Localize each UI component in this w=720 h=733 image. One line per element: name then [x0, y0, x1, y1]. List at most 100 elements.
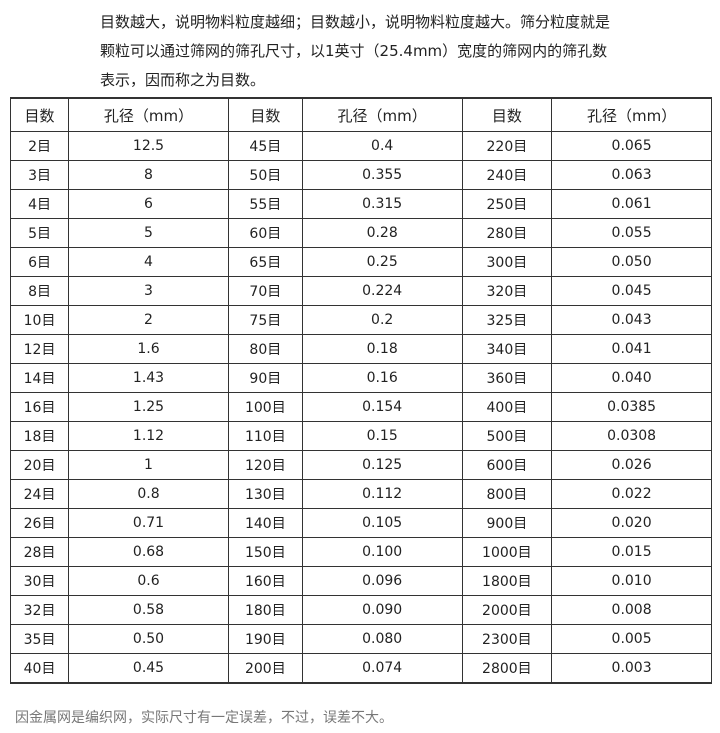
mesh-cell: 200目 [227, 653, 303, 684]
aperture-cell: 0.022 [551, 479, 712, 509]
table-row: 14目 1.43 90目 0.16 360目 0.040 [9, 363, 712, 393]
intro-line: 颗粒可以通过筛网的筛孔尺寸，以1英寸（25.4mm）宽度的筛网内的筛孔数 [100, 42, 608, 60]
aperture-cell: 1.12 [68, 421, 229, 451]
aperture-cell: 0.0308 [551, 421, 712, 451]
mesh-cell: 250目 [461, 189, 553, 219]
header-aperture: 孔径（mm） [68, 97, 229, 132]
mesh-cell: 180目 [227, 595, 303, 625]
mesh-cell: 16目 [9, 392, 70, 422]
aperture-cell: 0.6 [68, 566, 229, 596]
aperture-cell: 0.154 [301, 392, 463, 422]
mesh-cell: 400目 [461, 392, 553, 422]
aperture-cell: 3 [68, 276, 229, 306]
aperture-cell: 1.6 [68, 334, 229, 364]
aperture-cell: 0.8 [68, 479, 229, 509]
table-row: 5目 5 60目 0.28 280目 0.055 [9, 218, 712, 248]
aperture-cell: 0.040 [551, 363, 712, 393]
mesh-cell: 325目 [461, 305, 553, 335]
mesh-cell: 24目 [9, 479, 70, 509]
mesh-cell: 18目 [9, 421, 70, 451]
mesh-cell: 280目 [461, 218, 553, 248]
table-row: 12目 1.6 80目 0.18 340目 0.041 [9, 334, 712, 364]
aperture-cell: 0.063 [551, 160, 712, 190]
mesh-cell: 120目 [227, 450, 303, 480]
mesh-cell: 32目 [9, 595, 70, 625]
aperture-cell: 0.0385 [551, 392, 712, 422]
header-mesh: 目数 [227, 97, 303, 132]
mesh-cell: 600目 [461, 450, 553, 480]
aperture-cell: 0.045 [551, 276, 712, 306]
aperture-cell: 0.090 [301, 595, 463, 625]
mesh-cell: 80目 [227, 334, 303, 364]
aperture-cell: 0.010 [551, 566, 712, 596]
aperture-cell: 0.125 [301, 450, 463, 480]
mesh-cell: 150目 [227, 537, 303, 567]
mesh-cell: 90目 [227, 363, 303, 393]
mesh-cell: 4目 [9, 189, 70, 219]
header-mesh: 目数 [461, 97, 553, 132]
aperture-cell: 0.68 [68, 537, 229, 567]
intro-paragraph: 目数越大，说明物料粒度越细；目数越小，说明物料粒度越大。筛分粒度就是 颗粒可以通… [100, 8, 700, 95]
table-row: 20目 1 120目 0.125 600目 0.026 [9, 450, 712, 480]
aperture-cell: 0.061 [551, 189, 712, 219]
intro-line: 表示，因而称之为目数。 [100, 71, 266, 89]
mesh-cell: 14目 [9, 363, 70, 393]
intro-line: 目数越大，说明物料粒度越细；目数越小，说明物料粒度越大。筛分粒度就是 [100, 13, 611, 31]
header-mesh: 目数 [9, 97, 70, 132]
aperture-cell: 1 [68, 450, 229, 480]
aperture-cell: 0.71 [68, 508, 229, 538]
aperture-cell: 0.105 [301, 508, 463, 538]
mesh-cell: 10目 [9, 305, 70, 335]
aperture-cell: 0.58 [68, 595, 229, 625]
aperture-cell: 0.096 [301, 566, 463, 596]
table-row: 2目 12.5 45目 0.4 220目 0.065 [9, 131, 712, 161]
aperture-cell: 0.224 [301, 276, 463, 306]
aperture-cell: 0.043 [551, 305, 712, 335]
mesh-cell: 300目 [461, 247, 553, 277]
table-row: 26目 0.71 140目 0.105 900目 0.020 [9, 508, 712, 538]
table-row: 4目 6 55目 0.315 250目 0.061 [9, 189, 712, 219]
table-row: 3目 8 50目 0.355 240目 0.063 [9, 160, 712, 190]
aperture-cell: 0.16 [301, 363, 463, 393]
mesh-cell: 160目 [227, 566, 303, 596]
mesh-cell: 220目 [461, 131, 553, 161]
aperture-cell: 0.005 [551, 624, 712, 654]
mesh-cell: 5目 [9, 218, 70, 248]
mesh-cell: 2800目 [461, 653, 553, 684]
aperture-cell: 0.050 [551, 247, 712, 277]
aperture-cell: 0.055 [551, 218, 712, 248]
aperture-cell: 1.25 [68, 392, 229, 422]
mesh-cell: 140目 [227, 508, 303, 538]
table-row: 32目 0.58 180目 0.090 2000目 0.008 [9, 595, 712, 625]
aperture-cell: 0.015 [551, 537, 712, 567]
table-row: 35目 0.50 190目 0.080 2300目 0.005 [9, 624, 712, 654]
header-aperture: 孔径（mm） [301, 97, 463, 132]
mesh-cell: 20目 [9, 450, 70, 480]
aperture-cell: 0.18 [301, 334, 463, 364]
aperture-cell: 0.065 [551, 131, 712, 161]
mesh-cell: 35目 [9, 624, 70, 654]
mesh-cell: 75目 [227, 305, 303, 335]
aperture-cell: 12.5 [68, 131, 229, 161]
aperture-cell: 0.50 [68, 624, 229, 654]
mesh-cell: 65目 [227, 247, 303, 277]
aperture-cell: 0.008 [551, 595, 712, 625]
aperture-cell: 0.45 [68, 653, 229, 684]
aperture-cell: 0.020 [551, 508, 712, 538]
mesh-cell: 800目 [461, 479, 553, 509]
aperture-cell: 0.25 [301, 247, 463, 277]
mesh-cell: 60目 [227, 218, 303, 248]
aperture-cell: 0.315 [301, 189, 463, 219]
table-header-row: 目数 孔径（mm） 目数 孔径（mm） 目数 孔径（mm） [9, 97, 712, 132]
aperture-cell: 0.2 [301, 305, 463, 335]
mesh-cell: 240目 [461, 160, 553, 190]
mesh-size-table: 目数 孔径（mm） 目数 孔径（mm） 目数 孔径（mm） 2目 12.5 45目 0… [9, 97, 712, 684]
aperture-cell: 0.041 [551, 334, 712, 364]
mesh-cell: 50目 [227, 160, 303, 190]
aperture-cell: 6 [68, 189, 229, 219]
table-row: 6目 4 65目 0.25 300目 0.050 [9, 247, 712, 277]
mesh-cell: 3目 [9, 160, 70, 190]
footer-note: 因金属网是编织网，实际尺寸有一定误差，不过，误差不大。 [15, 710, 393, 726]
mesh-cell: 70目 [227, 276, 303, 306]
mesh-cell: 12目 [9, 334, 70, 364]
